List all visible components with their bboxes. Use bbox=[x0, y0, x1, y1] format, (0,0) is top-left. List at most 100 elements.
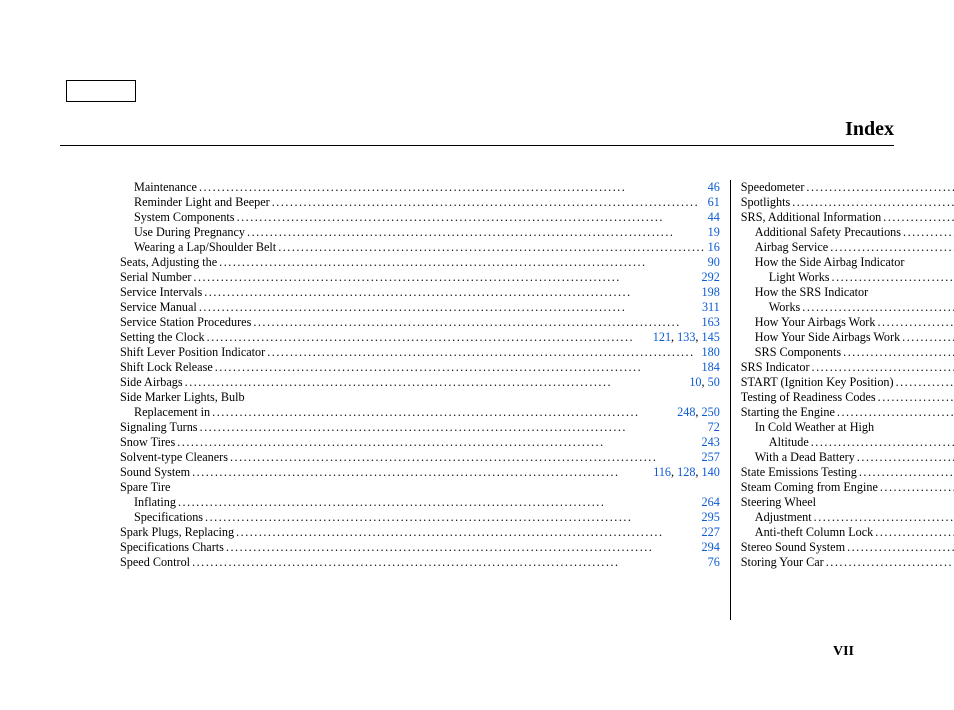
index-entry: Anti-theft Column Lock82 bbox=[741, 525, 954, 540]
page-link[interactable]: 10 bbox=[689, 375, 701, 389]
page-link[interactable]: 121 bbox=[653, 330, 671, 344]
page-link[interactable]: 128 bbox=[677, 465, 695, 479]
index-entry: START (Ignition Key Position)83 bbox=[741, 375, 954, 390]
index-entry: Specifications295 bbox=[120, 510, 720, 525]
index-entry-pages: 76 bbox=[708, 555, 720, 570]
leader-dots bbox=[903, 225, 954, 240]
leader-dots bbox=[200, 420, 706, 435]
page-link[interactable]: 248 bbox=[677, 405, 695, 419]
index-entry: Reminder Light and Beeper 61 bbox=[120, 195, 720, 210]
index-entry: Replacement in248, 250 bbox=[120, 405, 720, 420]
index-entry-pages: 292 bbox=[702, 270, 720, 285]
index-column-2: Speedometer66Spotlights106SRS, Additiona… bbox=[730, 180, 954, 620]
index-entry: Sound System116, 128, 140 bbox=[120, 465, 720, 480]
page-link[interactable]: 257 bbox=[702, 450, 720, 464]
index-columns: Maintenance46Reminder Light and Beeper 61… bbox=[110, 180, 854, 620]
page-link[interactable]: 243 bbox=[702, 435, 720, 449]
page-link[interactable]: 90 bbox=[708, 255, 720, 269]
index-entry-label: System Components bbox=[134, 210, 235, 225]
index-entry: Spark Plugs, Replacing 227 bbox=[120, 525, 720, 540]
index-entry: Snow Tires243 bbox=[120, 435, 720, 450]
index-entry-label: Service Intervals bbox=[120, 285, 202, 300]
page-link[interactable]: 19 bbox=[708, 225, 720, 239]
index-entry-label: Speedometer bbox=[741, 180, 805, 195]
page-link[interactable]: 145 bbox=[702, 330, 720, 344]
index-column-1: Maintenance46Reminder Light and Beeper 61… bbox=[110, 180, 730, 620]
index-entry-label: Starting the Engine bbox=[741, 405, 835, 420]
index-entry: Specifications Charts294 bbox=[120, 540, 720, 555]
index-entry: Storing Your Car254 bbox=[741, 555, 954, 570]
index-entry: How the Side Airbag Indicator bbox=[741, 255, 954, 270]
index-entry: Service Station Procedures163 bbox=[120, 315, 720, 330]
page-link[interactable]: 311 bbox=[702, 300, 720, 314]
index-entry-label: START (Ignition Key Position) bbox=[741, 375, 894, 390]
page-link[interactable]: 16 bbox=[708, 240, 720, 254]
index-entry-pages: 264 bbox=[702, 495, 720, 510]
page-link[interactable]: 133 bbox=[677, 330, 695, 344]
index-entry: SRS Indicator51, 61 bbox=[741, 360, 954, 375]
page-link[interactable]: 292 bbox=[702, 270, 720, 284]
index-entry: Service Manual311 bbox=[120, 300, 720, 315]
page: Index Maintenance46Reminder Light and Be… bbox=[0, 0, 954, 710]
index-entry: Additional Safety Precautions53 bbox=[741, 225, 954, 240]
index-entry: How the SRS Indicator bbox=[741, 285, 954, 300]
leader-dots bbox=[177, 435, 699, 450]
index-entry: Steam Coming from Engine275 bbox=[741, 480, 954, 495]
index-entry: Maintenance46 bbox=[120, 180, 720, 195]
page-link[interactable]: 198 bbox=[702, 285, 720, 299]
index-entry-label: Airbag Service bbox=[755, 240, 828, 255]
index-entry: Use During Pregnancy19 bbox=[120, 225, 720, 240]
page-link[interactable]: 50 bbox=[708, 375, 720, 389]
index-entry-label: Stereo Sound System bbox=[741, 540, 845, 555]
index-entry-pages: 184 bbox=[702, 360, 720, 375]
leader-dots bbox=[192, 465, 651, 480]
index-entry-pages: 116, 128, 140 bbox=[653, 465, 720, 480]
index-entry-pages: 44 bbox=[708, 210, 720, 225]
index-entry-label: Replacement in bbox=[134, 405, 210, 420]
index-entry-label: Serial Number bbox=[120, 270, 191, 285]
index-entry: State Emissions Testing303 bbox=[741, 465, 954, 480]
index-entry: Setting the Clock121, 133, 145 bbox=[120, 330, 720, 345]
page-link[interactable]: 294 bbox=[702, 540, 720, 554]
index-entry: Stereo Sound System116, 128, 140 bbox=[741, 540, 954, 555]
page-link[interactable]: 163 bbox=[702, 315, 720, 329]
index-entry: Wearing a Lap/Shoulder Belt 16 bbox=[120, 240, 720, 255]
page-link[interactable]: 72 bbox=[708, 420, 720, 434]
index-entry-label: Works bbox=[769, 300, 801, 315]
leader-dots bbox=[875, 525, 954, 540]
page-link[interactable]: 61 bbox=[708, 195, 720, 209]
index-entry: Light Works52 bbox=[741, 270, 954, 285]
index-entry-label: Anti-theft Column Lock bbox=[755, 525, 873, 540]
page-link[interactable]: 76 bbox=[708, 555, 720, 569]
index-entry: Shift Lock Release 184 bbox=[120, 360, 720, 375]
index-entry-label: SRS Components bbox=[755, 345, 841, 360]
index-entry-label: Adjustment bbox=[755, 510, 812, 525]
index-entry: Steering Wheel bbox=[741, 495, 954, 510]
index-entry: Shift Lever Position Indicator180 bbox=[120, 345, 720, 360]
page-link[interactable]: 250 bbox=[702, 405, 720, 419]
leader-dots bbox=[236, 525, 699, 540]
index-entry: Testing of Readiness Codes303 bbox=[741, 390, 954, 405]
page-link[interactable]: 184 bbox=[702, 360, 720, 374]
index-entry-label: Wearing a Lap/Shoulder Belt bbox=[134, 240, 276, 255]
index-entry-label: Spark Plugs, Replacing bbox=[120, 525, 234, 540]
page-link[interactable]: 140 bbox=[702, 465, 720, 479]
page-link[interactable]: 227 bbox=[702, 525, 720, 539]
leader-dots bbox=[237, 210, 706, 225]
leader-dots bbox=[226, 540, 700, 555]
leader-dots bbox=[878, 390, 954, 405]
page-link[interactable]: 46 bbox=[708, 180, 720, 194]
page-title: Index bbox=[60, 118, 894, 141]
page-link[interactable]: 295 bbox=[702, 510, 720, 524]
leader-dots bbox=[272, 195, 706, 210]
page-link[interactable]: 116 bbox=[653, 465, 671, 479]
page-link[interactable]: 180 bbox=[702, 345, 720, 359]
index-entry-label: Speed Control bbox=[120, 555, 190, 570]
leader-dots bbox=[896, 375, 954, 390]
index-entry-label: Reminder Light and Beeper bbox=[134, 195, 270, 210]
index-entry-label: Shift Lock Release bbox=[120, 360, 213, 375]
index-entry-pages: 180 bbox=[702, 345, 720, 360]
page-link[interactable]: 264 bbox=[702, 495, 720, 509]
leader-dots bbox=[204, 285, 699, 300]
page-link[interactable]: 44 bbox=[708, 210, 720, 224]
